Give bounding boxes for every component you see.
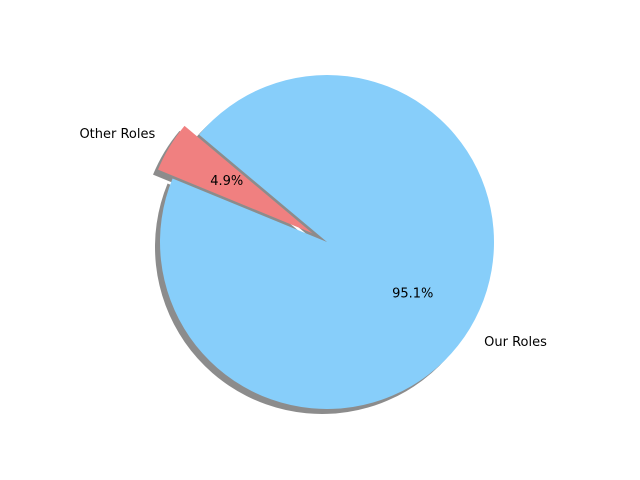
slice-label-our-roles: Our Roles	[484, 335, 547, 350]
pie-slice-our-roles	[160, 74, 495, 409]
percent-label-other-roles: 4.9%	[210, 174, 243, 189]
pie-slice-other-roles	[158, 125, 313, 234]
percent-label-our-roles: 95.1%	[392, 286, 433, 301]
slice-label-other-roles: Other Roles	[79, 127, 155, 142]
pie-labels: Other Roles 4.9% Our Roles 95.1%	[79, 127, 547, 350]
pie-slices	[158, 74, 495, 409]
